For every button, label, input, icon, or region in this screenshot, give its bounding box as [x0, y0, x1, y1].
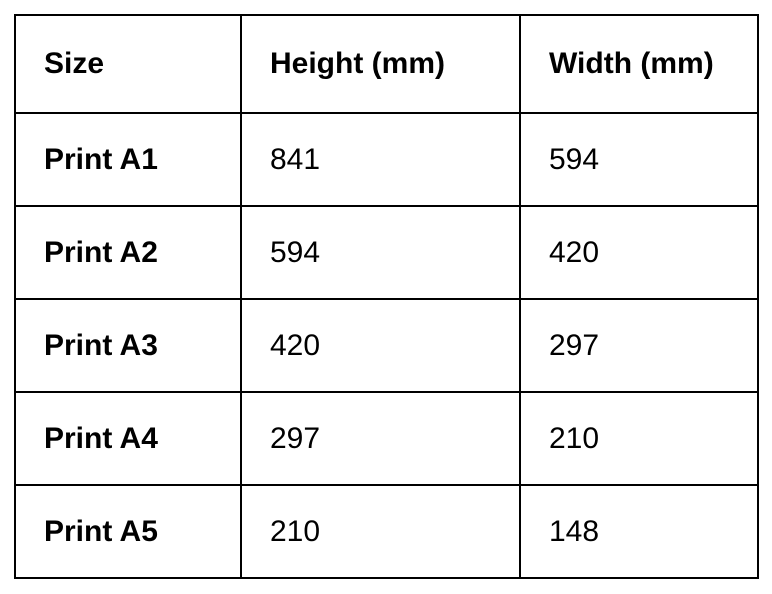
table-row: Print A2 594 420: [14, 205, 759, 300]
cell-width-value: 594: [519, 112, 759, 207]
cell-size-label: Print A2: [14, 205, 242, 300]
header-cell-height: Height (mm): [240, 14, 521, 114]
cell-height-value: 210: [240, 484, 521, 579]
paper-size-table-container: Size Height (mm) Width (mm) Print A1 841…: [14, 14, 759, 579]
cell-height-value: 841: [240, 112, 521, 207]
cell-width-value: 297: [519, 298, 759, 393]
cell-size-label: Print A1: [14, 112, 242, 207]
cell-size-label: Print A3: [14, 298, 242, 393]
table-row: Print A4 297 210: [14, 391, 759, 486]
table-row: Print A5 210 148: [14, 484, 759, 579]
cell-height-value: 420: [240, 298, 521, 393]
cell-height-value: 594: [240, 205, 521, 300]
header-row: Size Height (mm) Width (mm): [14, 14, 759, 114]
cell-width-value: 210: [519, 391, 759, 486]
header-cell-size: Size: [14, 14, 242, 114]
header-cell-width: Width (mm): [519, 14, 759, 114]
cell-height-value: 297: [240, 391, 521, 486]
cell-width-value: 420: [519, 205, 759, 300]
paper-size-table: Size Height (mm) Width (mm) Print A1 841…: [14, 14, 759, 579]
cell-size-label: Print A5: [14, 484, 242, 579]
cell-width-value: 148: [519, 484, 759, 579]
table-row: Print A3 420 297: [14, 298, 759, 393]
cell-size-label: Print A4: [14, 391, 242, 486]
table-row: Print A1 841 594: [14, 112, 759, 207]
